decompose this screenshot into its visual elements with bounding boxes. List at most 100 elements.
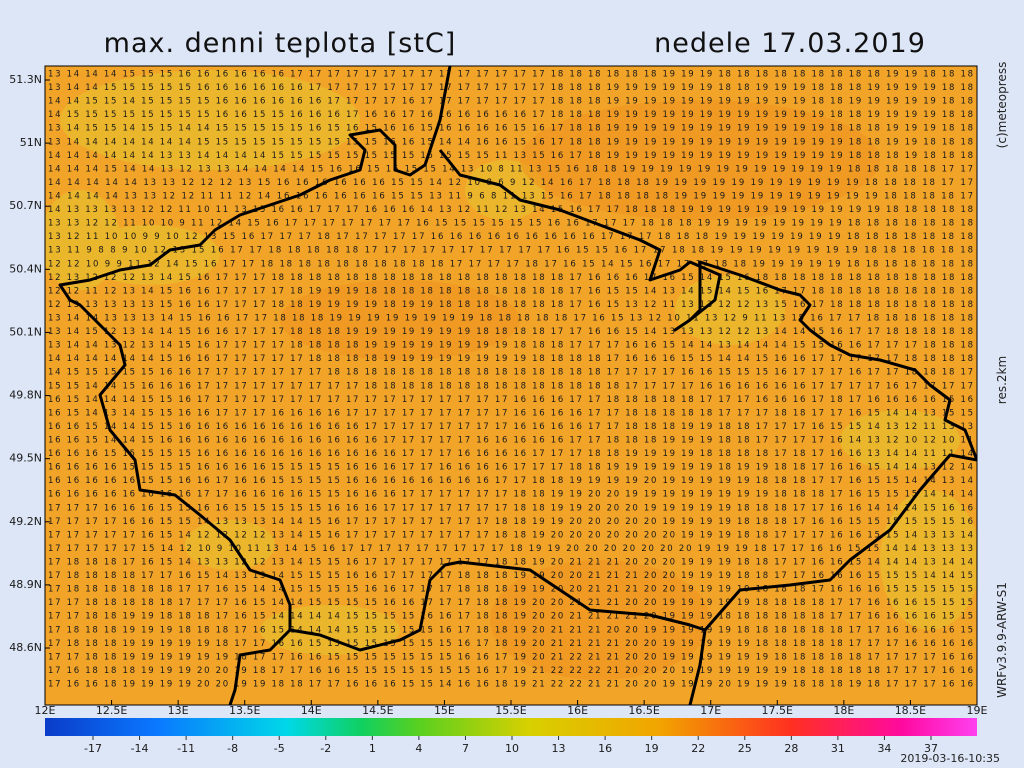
grid-row: 17 18 18 18 19 19 19 19 19 18 17 17 16 1… — [48, 639, 973, 649]
colorbar — [45, 718, 977, 736]
colorbar-label: 10 — [505, 742, 519, 755]
lon-tick-label: 18.5E — [895, 704, 926, 717]
grid-row: 16 15 14 14 14 15 15 16 17 17 17 17 17 1… — [48, 395, 973, 405]
grid-row: 14 14 14 14 14 14 15 16 16 17 17 17 17 1… — [48, 354, 973, 364]
grid-row: 14 14 14 14 13 13 12 12 11 11 12 14 16 1… — [48, 192, 973, 202]
colorbar-label: -14 — [131, 742, 149, 755]
lon-tick-label: 17E — [700, 704, 721, 717]
grid-row: 14 14 14 14 14 13 13 12 12 12 13 15 16 1… — [48, 178, 973, 188]
grid-row: 13 14 14 14 15 15 15 16 16 16 16 16 16 1… — [48, 70, 973, 80]
lon-tick-label: 16.5E — [628, 704, 659, 717]
lat-tick-label: 50.4N — [9, 262, 42, 275]
lat-tick-label: 50.1N — [9, 325, 42, 338]
cool-patches — [45, 70, 977, 655]
grid-row: 17 17 18 18 19 19 19 19 19 19 18 17 17 1… — [48, 652, 973, 662]
lat-tick-label: 49.8N — [9, 389, 42, 402]
grid-row: 16 16 15 14 14 15 16 16 16 16 16 16 16 1… — [48, 436, 973, 446]
grid-row: 14 14 14 14 14 14 13 13 14 14 14 14 15 1… — [48, 151, 973, 161]
lon-tick-label: 12E — [35, 704, 56, 717]
grid-row: 13 14 14 15 15 15 15 15 16 16 16 16 16 1… — [48, 83, 973, 93]
lon-tick-label: 15.5E — [495, 704, 526, 717]
grid-row: 16 16 16 15 15 15 15 15 16 16 16 16 16 1… — [48, 449, 973, 459]
grid-row: 17 17 17 17 16 16 15 15 14 13 13 13 14 1… — [48, 517, 973, 527]
lat-tick-label: 49.2N — [9, 515, 42, 528]
lon-tick-label: 13.5E — [229, 704, 260, 717]
lat-tick-label: 49.5N — [9, 452, 42, 465]
colorbar-label: 37 — [924, 742, 938, 755]
map-date: nedele 17.03.2019 — [654, 28, 926, 59]
grid-row: 17 16 18 18 18 19 19 19 20 20 19 18 17 1… — [48, 666, 973, 676]
colorbar-label: 34 — [877, 742, 891, 755]
grid-row: 14 14 15 15 14 15 15 15 15 16 16 16 16 1… — [48, 97, 973, 107]
grid-row: 13 14 15 12 13 14 14 15 16 16 17 17 17 1… — [48, 327, 973, 337]
grid-row: 17 17 18 18 19 19 18 18 18 17 16 15 14 1… — [48, 612, 973, 622]
grid-row: 14 14 14 15 14 14 13 12 13 13 14 14 14 1… — [48, 164, 973, 174]
colorbar-label: 16 — [598, 742, 612, 755]
grid-row: 13 11 9 8 8 9 10 12 13 15 16 17 17 18 18… — [48, 246, 973, 256]
colorbar-label: 4 — [415, 742, 422, 755]
grid-row: 12 13 12 12 12 13 14 15 16 17 17 17 18 1… — [48, 273, 973, 283]
resolution: res.2km — [995, 356, 1009, 404]
grid-row: 17 17 17 17 17 15 14 12 10 9 10 11 13 14… — [48, 544, 973, 554]
lon-tick-label: 13E — [168, 704, 189, 717]
lon-tick-label: 14.5E — [362, 704, 393, 717]
credit: (c)meteopress — [995, 62, 1009, 149]
grid-row: 17 17 18 18 18 18 18 17 17 17 16 15 14 1… — [48, 598, 973, 608]
grid-row: 17 17 17 16 16 16 15 15 16 16 15 15 15 1… — [48, 503, 973, 513]
lon-tick-label: 16E — [567, 704, 588, 717]
grid-row: 14 15 15 15 15 15 15 15 15 16 16 15 15 1… — [48, 110, 973, 120]
grid-row: 13 14 14 13 12 13 14 15 16 17 17 17 17 1… — [48, 341, 973, 351]
colorbar-label: 28 — [784, 742, 798, 755]
colorbar-label: -5 — [274, 742, 285, 755]
grid-row: 16 16 16 16 16 16 16 16 17 17 16 16 16 1… — [48, 490, 973, 500]
grid-row: 17 18 18 18 18 17 17 16 15 14 13 13 14 1… — [48, 571, 973, 581]
lat-tick-label: 51N — [20, 136, 42, 149]
colorbar-label: 31 — [831, 742, 845, 755]
grid-row: 17 17 17 17 17 16 15 14 12 12 12 12 13 1… — [48, 530, 973, 540]
grid-row: 14 15 15 15 15 15 16 16 17 17 17 17 17 1… — [48, 368, 973, 378]
lat-tick-label: 48.9N — [9, 578, 42, 591]
colorbar-label: -2 — [320, 742, 331, 755]
country-border — [58, 66, 977, 705]
grid-row: 17 18 18 18 17 16 15 14 13 13 12 12 13 1… — [48, 558, 973, 568]
grid-row: 17 18 18 18 19 19 19 18 18 18 17 16 15 1… — [48, 625, 973, 635]
colorbar-label: -11 — [177, 742, 195, 755]
lat-tick-label: 50.7N — [9, 199, 42, 212]
map-title: max. denni teplota [stC] — [104, 28, 457, 59]
grid-row: 16 16 15 14 14 15 15 16 16 16 16 16 16 1… — [48, 422, 973, 432]
grid-row: 14 13 13 13 13 12 12 11 10 11 13 15 16 1… — [48, 205, 973, 215]
grid-row: 12 12 10 9 9 11 12 14 15 16 17 17 18 18 … — [48, 259, 973, 269]
lon-tick-label: 15E — [434, 704, 455, 717]
grid-row: 13 12 11 10 10 9 9 10 12 13 15 16 17 17 … — [48, 232, 973, 242]
grid-row: 13 14 14 14 14 14 14 14 15 15 15 15 15 1… — [48, 137, 973, 147]
colorbar-label: 25 — [738, 742, 752, 755]
grid-row: 16 16 16 16 16 15 15 16 16 17 16 16 15 1… — [48, 476, 973, 486]
grid-row: 17 18 18 18 18 18 18 17 17 16 15 14 14 1… — [48, 585, 973, 595]
grid-row: 13 14 15 15 14 15 15 14 14 15 15 15 15 1… — [48, 124, 973, 134]
grid-row: 16 16 16 16 15 15 15 15 16 16 16 16 15 1… — [48, 463, 973, 473]
map-field: 13 14 14 14 15 15 15 16 16 16 16 16 16 1… — [45, 66, 977, 705]
lat-tick-label: 48.6N — [9, 641, 42, 654]
grid-row: 13 13 12 12 11 10 10 9 11 12 14 15 16 17… — [48, 219, 973, 229]
model-name: WRFv3.9.9-ARW-S1 — [995, 582, 1009, 698]
colorbar-label: 1 — [369, 742, 376, 755]
colorbar-label: 22 — [691, 742, 705, 755]
lat-tick-label: 51.3N — [9, 73, 42, 86]
lon-tick-label: 18E — [833, 704, 854, 717]
warm-patches — [280, 100, 880, 680]
colorbar-label: -8 — [227, 742, 238, 755]
temperature-grid: 13 14 14 14 15 15 15 16 16 16 16 16 16 1… — [48, 70, 973, 690]
colorbar-label: -17 — [84, 742, 102, 755]
lon-tick-label: 12.5E — [96, 704, 127, 717]
colorbar-label: 19 — [645, 742, 659, 755]
grid-row: 12 13 13 13 13 13 15 16 16 17 17 17 18 1… — [48, 300, 973, 310]
colorbar-label: 13 — [552, 742, 566, 755]
grid-row: 13 14 14 13 13 13 14 15 16 16 17 17 18 1… — [48, 314, 973, 324]
grid-row: 17 16 16 18 19 19 19 19 20 20 19 19 18 1… — [48, 680, 973, 690]
lon-tick-label: 14E — [301, 704, 322, 717]
grid-row: 12 12 11 12 13 14 15 16 16 17 17 17 17 1… — [48, 286, 973, 296]
grid-row: 15 15 14 14 15 16 16 16 17 17 17 17 17 1… — [48, 381, 973, 391]
lon-tick-label: 17.5E — [762, 704, 793, 717]
grid-row: 16 15 14 13 14 15 15 16 16 17 17 17 16 1… — [48, 408, 973, 418]
